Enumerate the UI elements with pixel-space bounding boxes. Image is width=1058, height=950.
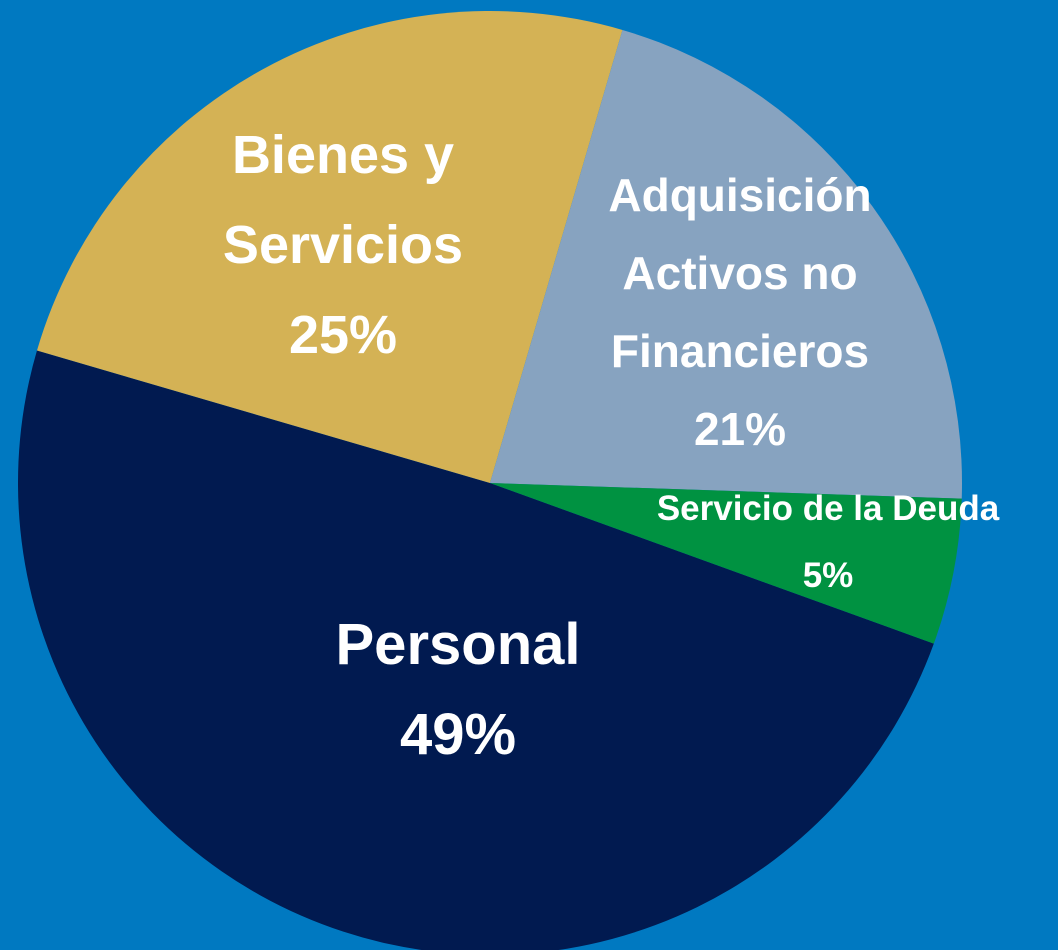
pie-slice [490, 29, 962, 499]
value-label: 25% [288, 305, 398, 365]
slice-label: Servicio de la Deuda 5% [598, 475, 1058, 609]
slice-label: Personal 49% [248, 600, 668, 780]
pie-slice [490, 483, 962, 644]
pie-slice [36, 10, 623, 483]
category-label: Personal [335, 612, 581, 677]
value-label: 5% [802, 556, 854, 595]
slice-label: Bienes y Servicios 25% [193, 110, 493, 380]
slice-label: Adquisición Activos no Financieros 21% [575, 156, 905, 468]
category-label: Servicio de la Deuda [656, 489, 1000, 528]
value-label: 49% [399, 702, 517, 767]
category-label: Bienes y Servicios [222, 125, 464, 275]
pie-slice [18, 350, 934, 950]
category-label: Adquisición Activos no Financieros [608, 169, 872, 377]
value-label: 21% [693, 403, 787, 455]
